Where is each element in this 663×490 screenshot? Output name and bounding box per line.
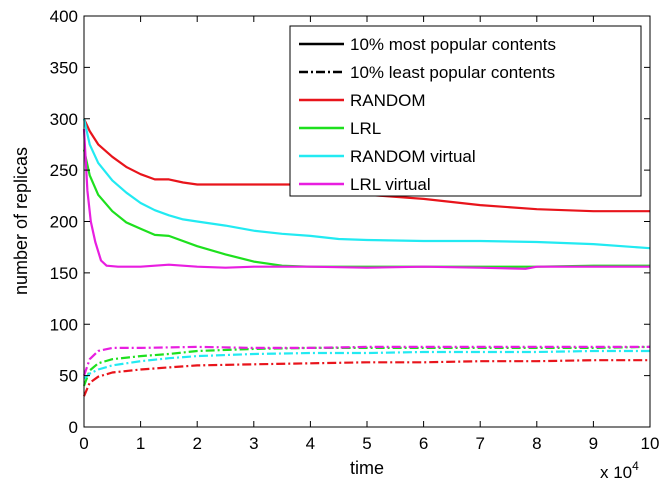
x-tick-label: 7: [475, 434, 484, 453]
x-multiplier-exponent: 4: [632, 459, 639, 473]
series-layer: [82, 118, 651, 397]
x-axis-label: time: [350, 458, 384, 478]
x-tick-label: 3: [249, 434, 258, 453]
x-tick-label: 2: [192, 434, 201, 453]
x-tick-label: 0: [79, 434, 88, 453]
legend-label-lrl-virtual: LRL virtual: [350, 175, 431, 194]
x-tick-label: 9: [589, 434, 598, 453]
x-tick-label: 8: [532, 434, 541, 453]
legend-label-lrl: LRL: [350, 119, 381, 138]
x-tick-label: 6: [419, 434, 428, 453]
series-line-lrl-virtual-most: [82, 128, 650, 270]
x-multiplier: x 104: [600, 459, 639, 482]
legend-items: 10% most popular contents 10% least popul…: [299, 35, 556, 194]
ticks-layer: [83, 15, 651, 428]
y-tick-label: 200: [50, 213, 78, 232]
y-tick-label: 50: [59, 367, 78, 386]
y-tick-label: 100: [50, 315, 78, 334]
y-tick-label: 150: [50, 264, 78, 283]
y-tick-label: 400: [50, 7, 78, 26]
legend-label-random: RANDOM: [350, 91, 426, 110]
legend-label-10-most-popular-contents: 10% most popular contents: [350, 35, 556, 54]
series-line-random-virtual-most: [82, 118, 651, 250]
x-tick-label: 4: [306, 434, 315, 453]
y-tick-label: 0: [69, 418, 78, 437]
legend-label-10-least-popular-contents: 10% least popular contents: [350, 63, 555, 82]
series-line-random-virtual-least: [83, 349, 650, 380]
y-tick-label: 250: [50, 161, 78, 180]
legend-label-random-virtual: RANDOM virtual: [350, 147, 476, 166]
y-tick-label: 300: [50, 110, 78, 129]
y-tick-label: 350: [50, 58, 78, 77]
y-axis-label: number of replicas: [11, 147, 31, 295]
legend-box: [289, 25, 642, 197]
x-tick-label: 10: [641, 434, 660, 453]
x-multiplier-base: x 10: [600, 463, 632, 482]
series-line-random-most: [83, 118, 650, 213]
legend: 10% most popular contents 10% least popul…: [289, 25, 642, 197]
series-line-random-least: [82, 359, 650, 397]
x-tick-label: 5: [362, 434, 371, 453]
x-tick-label: 1: [136, 434, 145, 453]
